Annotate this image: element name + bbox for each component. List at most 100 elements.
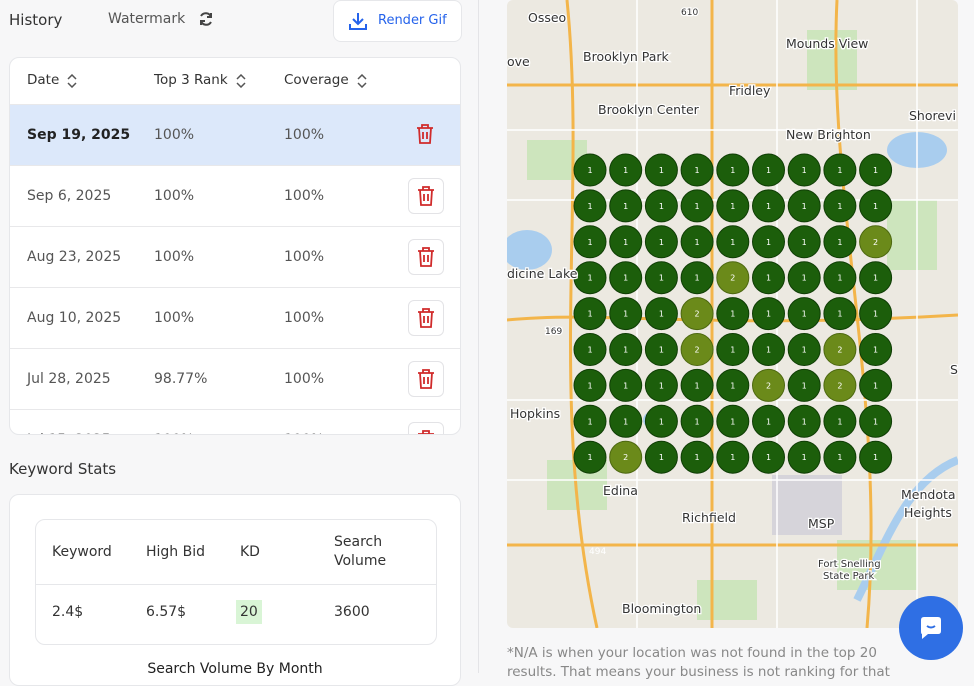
rank-pin[interactable]	[573, 189, 607, 223]
rank-pin[interactable]	[573, 261, 607, 295]
rank-pin[interactable]	[644, 368, 678, 402]
rank-pin[interactable]	[680, 440, 714, 474]
watermark-toggle[interactable]: Watermark	[108, 11, 186, 27]
rank-pin[interactable]	[644, 189, 678, 223]
history-row[interactable]: Jul 28, 2025 98.77% 100%	[10, 348, 460, 410]
delete-button[interactable]	[408, 117, 442, 151]
rank-pin[interactable]	[573, 225, 607, 259]
rank-pin[interactable]	[823, 189, 857, 223]
history-row[interactable]: Sep 6, 2025 100% 100%	[10, 165, 460, 227]
rank-pin[interactable]	[609, 189, 643, 223]
rank-pin[interactable]	[644, 297, 678, 331]
rank-pin[interactable]	[787, 440, 821, 474]
rank-pin[interactable]	[752, 297, 785, 331]
rank-pin[interactable]	[573, 368, 607, 402]
rank-pin[interactable]	[609, 153, 643, 187]
rank-pin[interactable]	[752, 368, 785, 402]
rank-pin[interactable]	[573, 153, 607, 187]
rank-pin[interactable]	[680, 297, 714, 331]
rank-pin[interactable]	[573, 297, 607, 331]
rank-pin[interactable]	[752, 333, 785, 366]
history-row[interactable]: Sep 19, 2025 100% 100%	[10, 104, 460, 166]
rank-pin[interactable]	[644, 404, 678, 438]
delete-button[interactable]	[408, 239, 444, 275]
rank-pin[interactable]	[609, 404, 643, 438]
rank-pin[interactable]	[787, 225, 821, 259]
rank-pin[interactable]	[680, 189, 714, 223]
rank-pin[interactable]	[644, 225, 678, 259]
rank-pin[interactable]	[823, 333, 857, 366]
rank-pin[interactable]	[644, 153, 678, 187]
rank-pin[interactable]	[859, 404, 893, 438]
rank-pin[interactable]	[609, 225, 643, 259]
history-row[interactable]: Aug 23, 2025 100% 100%	[10, 226, 460, 288]
rank-pin[interactable]	[859, 368, 893, 402]
rank-pin[interactable]	[859, 297, 893, 331]
delete-button[interactable]	[408, 300, 444, 336]
rank-pin[interactable]	[823, 297, 857, 331]
rank-pin[interactable]	[609, 368, 643, 402]
rank-pin[interactable]	[680, 333, 714, 366]
rank-pin[interactable]	[787, 153, 821, 187]
rank-pin[interactable]	[680, 153, 714, 187]
rank-pin[interactable]	[859, 189, 893, 223]
rank-pin[interactable]	[787, 404, 821, 438]
refresh-icon[interactable]	[198, 11, 214, 27]
rank-pin[interactable]	[823, 261, 857, 295]
rank-pin[interactable]	[573, 404, 607, 438]
rank-pin[interactable]	[859, 333, 893, 366]
rank-pin[interactable]	[644, 333, 678, 366]
rank-pin[interactable]	[644, 261, 678, 295]
rank-pin[interactable]	[752, 225, 785, 259]
rank-pin[interactable]	[752, 261, 785, 295]
rank-pin[interactable]	[823, 368, 857, 402]
rank-pin[interactable]	[823, 153, 857, 187]
rank-pin[interactable]	[787, 333, 821, 366]
rank-pin[interactable]	[716, 225, 750, 259]
rank-pin[interactable]	[680, 404, 714, 438]
rank-pin[interactable]	[787, 261, 821, 295]
delete-button[interactable]	[408, 178, 444, 214]
column-header[interactable]: Date	[27, 72, 60, 88]
history-row[interactable]: Aug 10, 2025 100% 100%	[10, 287, 460, 349]
rank-pin[interactable]	[752, 153, 785, 187]
column-header[interactable]: Coverage	[284, 72, 349, 88]
rank-pin[interactable]	[609, 333, 643, 366]
rank-pin[interactable]	[716, 404, 750, 438]
rank-pin[interactable]	[859, 153, 893, 187]
rank-pin[interactable]	[859, 261, 893, 295]
rank-pin[interactable]	[787, 368, 821, 402]
render-gif-button[interactable]: Render Gif	[333, 0, 462, 42]
rank-pin[interactable]	[859, 440, 893, 474]
rank-pin[interactable]	[716, 261, 750, 295]
rank-pin[interactable]	[680, 368, 714, 402]
history-row[interactable]: Jul 15, 2025 100% 100%	[10, 409, 460, 434]
rank-pin[interactable]	[680, 225, 714, 259]
rank-pin[interactable]	[752, 404, 785, 438]
rank-pin[interactable]	[823, 404, 857, 438]
rank-pin[interactable]	[787, 189, 821, 223]
rank-pin[interactable]	[644, 440, 678, 474]
rank-pin[interactable]	[752, 189, 785, 223]
rank-pin[interactable]	[609, 261, 643, 295]
delete-button[interactable]	[408, 422, 444, 434]
rank-pin[interactable]	[859, 225, 893, 259]
rank-pin[interactable]	[573, 333, 607, 366]
chat-button[interactable]	[899, 596, 963, 660]
rank-pin[interactable]	[716, 297, 750, 331]
rank-pin[interactable]	[716, 189, 750, 223]
column-header[interactable]: Top 3 Rank	[154, 72, 228, 88]
rank-pin[interactable]	[609, 440, 643, 474]
rank-pin[interactable]	[680, 261, 714, 295]
rank-pin[interactable]	[716, 153, 750, 187]
rank-pin[interactable]	[609, 297, 643, 331]
rank-pin[interactable]	[823, 440, 857, 474]
rank-pin[interactable]	[716, 368, 750, 402]
rank-pin[interactable]	[716, 333, 750, 366]
rank-pin[interactable]	[823, 225, 857, 259]
rank-pin[interactable]	[787, 297, 821, 331]
rank-pin[interactable]	[752, 440, 785, 474]
rank-pin[interactable]	[573, 440, 607, 474]
rank-pin[interactable]	[716, 440, 750, 474]
delete-button[interactable]	[408, 361, 444, 397]
